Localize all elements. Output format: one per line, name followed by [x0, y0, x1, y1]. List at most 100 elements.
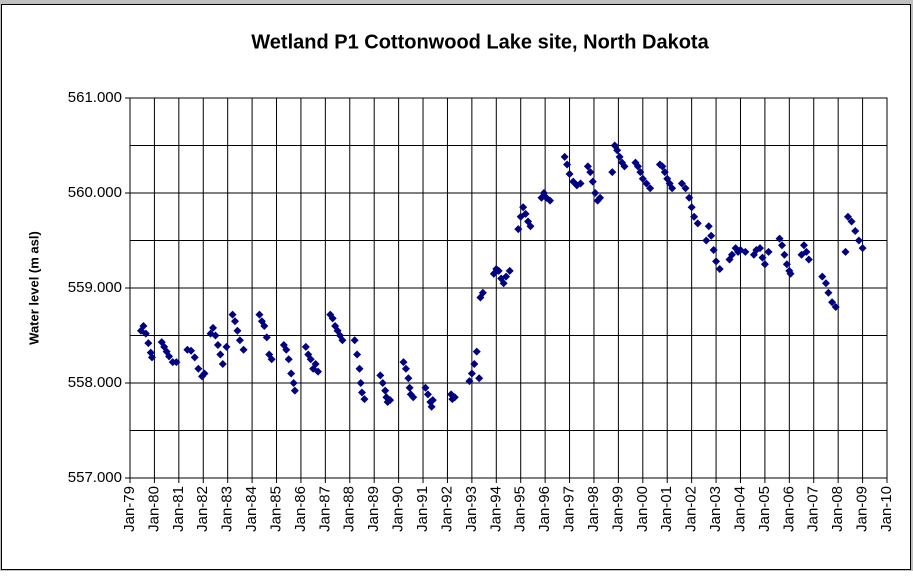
data-point [596, 193, 605, 202]
x-tick-label: Jan-00 [634, 486, 651, 532]
data-point [854, 236, 863, 245]
data-point [255, 310, 264, 319]
data-point [239, 345, 248, 354]
x-tick-label: Jan-87 [316, 486, 333, 532]
data-point [470, 360, 479, 368]
data-point [727, 250, 736, 259]
x-tick-label: Jan-99 [609, 486, 626, 532]
data-point [642, 179, 651, 188]
data-point [228, 310, 237, 319]
data-point [613, 146, 622, 155]
x-tick-label: Jan-84 [243, 486, 260, 532]
data-point [284, 355, 293, 364]
data-point [200, 369, 209, 378]
x-tick-label: Jan-06 [780, 486, 797, 532]
data-point [847, 217, 856, 226]
data-point [824, 288, 833, 297]
data-point [467, 369, 476, 378]
data-point [478, 288, 487, 297]
x-tick-label: Jan-88 [341, 486, 358, 532]
data-point [502, 272, 511, 281]
data-point [231, 317, 240, 326]
data-point [144, 339, 153, 348]
data-point [233, 326, 242, 335]
x-tick-label: Jan-10 [878, 486, 895, 532]
data-point [681, 184, 690, 193]
data-point [301, 342, 310, 351]
x-tick-label: Jan-85 [267, 486, 284, 532]
data-point [311, 360, 320, 368]
x-tick-label: Jan-96 [536, 486, 553, 532]
y-tick-label: 560.000 [68, 184, 122, 201]
data-point [465, 377, 474, 386]
data-point [646, 184, 655, 193]
data-point [235, 336, 244, 345]
data-point [376, 371, 385, 380]
data-point [636, 168, 645, 177]
x-tick-label: Jan-95 [512, 486, 529, 532]
data-point [423, 390, 432, 399]
data-point [821, 279, 830, 288]
data-point [741, 247, 750, 256]
data-point [804, 255, 813, 264]
data-point [355, 364, 364, 373]
data-point [526, 222, 535, 231]
data-point [799, 241, 808, 250]
data-point [521, 209, 530, 218]
x-tick-label: Jan-90 [390, 486, 407, 532]
data-point [267, 355, 276, 364]
data-point [782, 260, 791, 269]
data-point [786, 269, 795, 278]
data-point [404, 374, 413, 383]
data-point [831, 303, 840, 311]
data-point [615, 152, 624, 161]
data-point [421, 383, 430, 392]
data-point [381, 386, 390, 395]
data-point [216, 350, 225, 359]
y-tick-label: 558.000 [68, 374, 122, 391]
data-point [576, 179, 585, 188]
data-point [357, 388, 366, 397]
data-point [586, 168, 595, 177]
x-tick-label: Jan-82 [194, 486, 211, 532]
data-point [758, 253, 767, 262]
x-tick-label: Jan-08 [829, 486, 846, 532]
data-point [660, 168, 669, 177]
data-point [211, 331, 220, 340]
data-point [139, 322, 148, 330]
data-point [360, 395, 369, 404]
data-point [828, 298, 837, 307]
y-tick-label: 561.000 [68, 89, 122, 106]
data-point [658, 162, 667, 171]
data-point [608, 168, 617, 177]
data-point [702, 236, 711, 245]
data-point [494, 266, 503, 275]
data-point [843, 212, 852, 221]
data-point [405, 383, 414, 392]
data-point [841, 247, 850, 256]
data-point [427, 402, 436, 411]
x-tick-label: Jan-93 [463, 486, 480, 532]
data-point [356, 379, 365, 387]
data-point [709, 246, 718, 254]
data-point [851, 227, 860, 235]
data-point [760, 260, 769, 269]
x-tick-label: Jan-79 [121, 486, 138, 532]
y-tick-label: 559.000 [68, 279, 122, 296]
data-point [475, 374, 484, 383]
x-tick-label: Jan-97 [561, 486, 578, 532]
data-point [560, 152, 569, 161]
data-point [165, 352, 174, 361]
data-point [519, 203, 528, 212]
data-point [693, 219, 702, 228]
data-point [262, 333, 271, 342]
data-point [565, 170, 574, 178]
data-point [287, 369, 296, 378]
x-tick-label: Jan-02 [683, 486, 700, 532]
data-point [213, 341, 222, 349]
data-point [591, 189, 600, 197]
data-point [399, 358, 408, 367]
data-point [677, 179, 686, 188]
data-point [172, 358, 181, 367]
